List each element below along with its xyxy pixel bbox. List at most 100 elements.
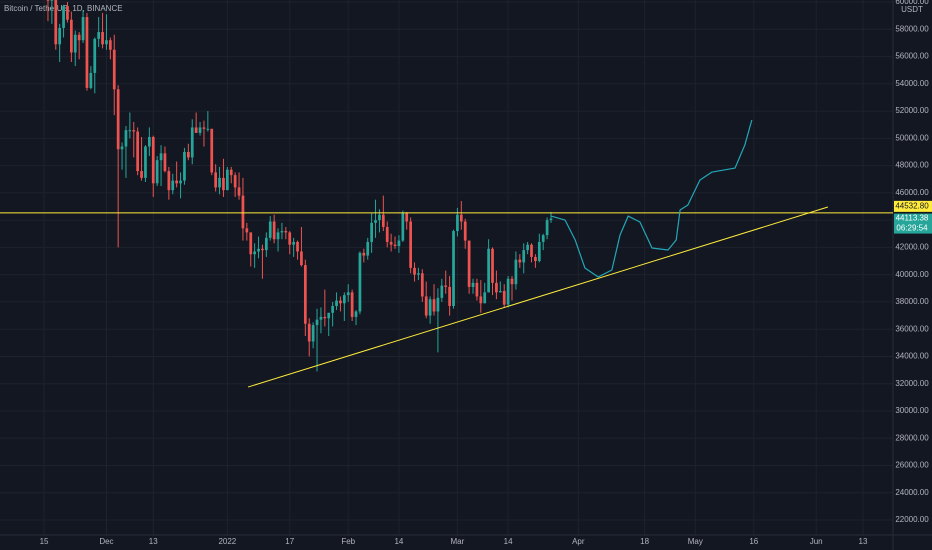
candle-body bbox=[218, 177, 221, 188]
candle-body bbox=[46, 0, 50, 1]
candle-body bbox=[483, 292, 487, 304]
candle-body bbox=[436, 297, 440, 312]
candle-body bbox=[292, 241, 296, 245]
candle-body bbox=[335, 300, 338, 307]
candle-body bbox=[214, 172, 218, 188]
candle-body bbox=[210, 128, 214, 173]
candle-body bbox=[175, 180, 179, 184]
candle-body bbox=[171, 180, 175, 191]
y-tick-label: 46000.00 bbox=[895, 188, 929, 197]
candle-body bbox=[249, 232, 253, 255]
candle-body bbox=[518, 259, 522, 263]
y-tick-label: 36000.00 bbox=[895, 324, 929, 333]
candle-body bbox=[163, 153, 167, 172]
candle-body bbox=[245, 228, 249, 233]
y-tick-label: 26000.00 bbox=[895, 461, 929, 470]
candle-body bbox=[311, 325, 315, 342]
candle-body bbox=[374, 220, 377, 223]
candle-body bbox=[222, 177, 225, 191]
candle-body bbox=[537, 241, 541, 262]
x-tick-label: Jun bbox=[810, 537, 823, 546]
candle-body bbox=[440, 285, 444, 298]
candle-body bbox=[459, 214, 463, 222]
candle-body bbox=[479, 296, 483, 304]
candle-body bbox=[276, 232, 280, 240]
candle-body bbox=[331, 306, 334, 313]
candle-body bbox=[54, 0, 58, 45]
candle-body bbox=[136, 131, 140, 172]
candle-body bbox=[389, 241, 393, 245]
currency-label: USDT bbox=[901, 5, 923, 14]
candle-body bbox=[69, 19, 73, 53]
countdown-label: 06:29:54 bbox=[896, 224, 928, 233]
candle-body bbox=[530, 244, 533, 257]
candle-body bbox=[233, 175, 237, 188]
candle-body bbox=[105, 40, 108, 45]
candle-body bbox=[397, 240, 401, 247]
y-tick-label: 28000.00 bbox=[895, 433, 929, 442]
candle-body bbox=[183, 151, 186, 181]
candle-body bbox=[151, 136, 155, 184]
x-tick-label: 14 bbox=[394, 537, 403, 546]
y-tick-label: 42000.00 bbox=[895, 243, 929, 252]
candle-body bbox=[124, 130, 128, 147]
candle-body bbox=[522, 250, 526, 263]
candle-body bbox=[167, 171, 171, 191]
candle-body bbox=[296, 241, 299, 252]
candle-body bbox=[225, 169, 229, 191]
candle-body bbox=[432, 299, 436, 312]
candle-body bbox=[112, 49, 116, 90]
candle-body bbox=[58, 27, 62, 45]
candle-body bbox=[444, 285, 448, 287]
y-tick-label: 32000.00 bbox=[895, 379, 929, 388]
x-tick-label: 14 bbox=[504, 537, 513, 546]
candle-body bbox=[487, 248, 490, 293]
candle-body bbox=[66, 6, 69, 20]
candle-body bbox=[300, 251, 303, 266]
candle-body bbox=[526, 244, 529, 251]
x-tick-label: Apr bbox=[572, 537, 585, 546]
candle-body bbox=[237, 187, 241, 196]
candle-body bbox=[342, 295, 346, 304]
hline-price-label: 44532.80 bbox=[895, 201, 929, 210]
candle-body bbox=[339, 300, 342, 304]
candle-body bbox=[198, 127, 202, 133]
x-tick-label: Feb bbox=[341, 537, 355, 546]
candle-body bbox=[502, 291, 506, 305]
x-tick-label: 16 bbox=[749, 537, 758, 546]
x-tick-label: 13 bbox=[149, 537, 158, 546]
y-tick-label: 60000.00 bbox=[895, 0, 929, 6]
y-tick-label: 52000.00 bbox=[895, 106, 929, 115]
candle-body bbox=[467, 240, 471, 287]
candle-body bbox=[381, 214, 385, 227]
last-price-label: 44113.38 bbox=[896, 214, 929, 223]
candle-body bbox=[179, 180, 182, 184]
candle-body bbox=[350, 292, 354, 317]
candle-body bbox=[424, 296, 428, 316]
x-tick-label: 13 bbox=[859, 537, 868, 546]
candle-body bbox=[491, 248, 494, 283]
candle-body bbox=[85, 17, 89, 88]
grid bbox=[0, 0, 893, 535]
candle-body bbox=[401, 213, 405, 241]
y-tick-label: 50000.00 bbox=[895, 133, 929, 142]
candle-body bbox=[284, 231, 288, 233]
y-tick-label: 58000.00 bbox=[895, 24, 929, 33]
candle-body bbox=[319, 316, 323, 320]
candle-body bbox=[261, 248, 264, 251]
candle-body bbox=[545, 220, 549, 236]
candle-body bbox=[307, 323, 311, 342]
candle-body bbox=[514, 259, 518, 285]
candle-body bbox=[366, 241, 370, 256]
candle-body bbox=[362, 252, 366, 256]
candle-body bbox=[81, 17, 85, 41]
candle-body bbox=[241, 195, 245, 229]
candle-body bbox=[257, 248, 260, 252]
candle-body bbox=[420, 273, 424, 297]
candle-body bbox=[264, 237, 268, 251]
candle-body bbox=[495, 282, 498, 293]
candle-body bbox=[272, 221, 276, 240]
candle-body bbox=[108, 40, 112, 50]
candle-body bbox=[50, 0, 54, 1]
